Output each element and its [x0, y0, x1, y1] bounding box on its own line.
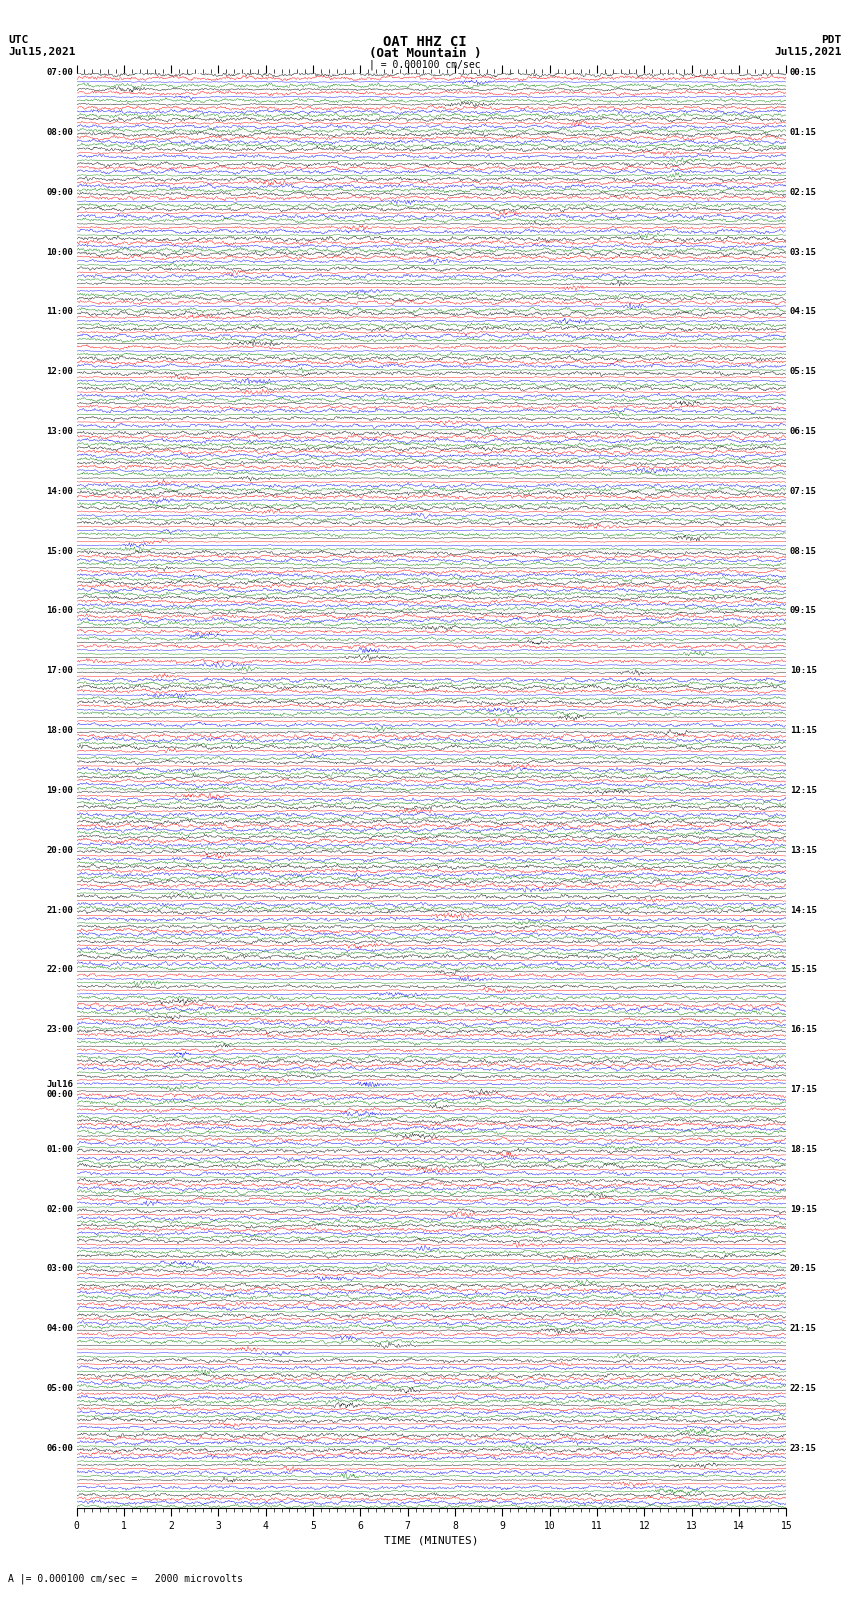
Text: 23:15: 23:15 — [790, 1444, 817, 1453]
Text: 06:00: 06:00 — [46, 1444, 73, 1453]
Text: 02:00: 02:00 — [46, 1205, 73, 1213]
Text: 11:00: 11:00 — [46, 308, 73, 316]
Text: 17:00: 17:00 — [46, 666, 73, 676]
Text: 04:00: 04:00 — [46, 1324, 73, 1334]
Text: 17:15: 17:15 — [790, 1086, 817, 1094]
Text: OAT HHZ CI: OAT HHZ CI — [383, 35, 467, 50]
Text: PDT: PDT — [821, 35, 842, 45]
Text: 16:00: 16:00 — [46, 606, 73, 616]
Text: 07:15: 07:15 — [790, 487, 817, 495]
Text: 08:00: 08:00 — [46, 127, 73, 137]
Text: 04:15: 04:15 — [790, 308, 817, 316]
Text: 10:15: 10:15 — [790, 666, 817, 676]
Text: 15:00: 15:00 — [46, 547, 73, 555]
Text: 21:15: 21:15 — [790, 1324, 817, 1334]
Text: UTC: UTC — [8, 35, 29, 45]
Text: Jul15,2021: Jul15,2021 — [774, 47, 842, 56]
Text: 13:00: 13:00 — [46, 427, 73, 436]
Text: 21:00: 21:00 — [46, 905, 73, 915]
Text: 14:00: 14:00 — [46, 487, 73, 495]
Text: 19:00: 19:00 — [46, 786, 73, 795]
Text: 12:15: 12:15 — [790, 786, 817, 795]
Text: 12:00: 12:00 — [46, 368, 73, 376]
Text: 18:00: 18:00 — [46, 726, 73, 736]
Text: 07:00: 07:00 — [46, 68, 73, 77]
Text: 15:15: 15:15 — [790, 965, 817, 974]
Text: | = 0.000100 cm/sec: | = 0.000100 cm/sec — [369, 60, 481, 71]
Text: A |= 0.000100 cm/sec =   2000 microvolts: A |= 0.000100 cm/sec = 2000 microvolts — [8, 1573, 243, 1584]
X-axis label: TIME (MINUTES): TIME (MINUTES) — [384, 1536, 479, 1545]
Text: 01:15: 01:15 — [790, 127, 817, 137]
Text: 16:15: 16:15 — [790, 1026, 817, 1034]
Text: 08:15: 08:15 — [790, 547, 817, 555]
Text: (Oat Mountain ): (Oat Mountain ) — [369, 47, 481, 60]
Text: 01:00: 01:00 — [46, 1145, 73, 1153]
Text: 03:15: 03:15 — [790, 247, 817, 256]
Text: 20:15: 20:15 — [790, 1265, 817, 1273]
Text: 23:00: 23:00 — [46, 1026, 73, 1034]
Text: 19:15: 19:15 — [790, 1205, 817, 1213]
Text: 10:00: 10:00 — [46, 247, 73, 256]
Text: Jul16
00:00: Jul16 00:00 — [46, 1079, 73, 1098]
Text: Jul15,2021: Jul15,2021 — [8, 47, 76, 56]
Text: 09:00: 09:00 — [46, 187, 73, 197]
Text: 03:00: 03:00 — [46, 1265, 73, 1273]
Text: 00:15: 00:15 — [790, 68, 817, 77]
Text: 11:15: 11:15 — [790, 726, 817, 736]
Text: 14:15: 14:15 — [790, 905, 817, 915]
Text: 05:00: 05:00 — [46, 1384, 73, 1394]
Text: 05:15: 05:15 — [790, 368, 817, 376]
Text: 06:15: 06:15 — [790, 427, 817, 436]
Text: 20:00: 20:00 — [46, 845, 73, 855]
Text: 02:15: 02:15 — [790, 187, 817, 197]
Text: 22:15: 22:15 — [790, 1384, 817, 1394]
Text: 22:00: 22:00 — [46, 965, 73, 974]
Text: 18:15: 18:15 — [790, 1145, 817, 1153]
Text: 13:15: 13:15 — [790, 845, 817, 855]
Text: 09:15: 09:15 — [790, 606, 817, 616]
